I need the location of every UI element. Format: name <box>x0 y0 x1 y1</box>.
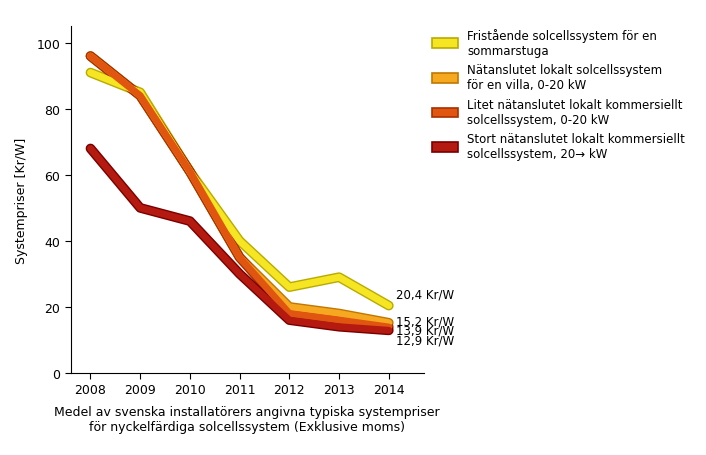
X-axis label: Medel av svenska installatörers angivna typiska systempriser
för nyckelfärdiga s: Medel av svenska installatörers angivna … <box>54 405 440 433</box>
Text: 20,4 Kr/W: 20,4 Kr/W <box>396 288 455 301</box>
Y-axis label: Systempriser [Kr/W]: Systempriser [Kr/W] <box>15 137 28 263</box>
Text: 15,2 Kr/W: 15,2 Kr/W <box>396 315 455 328</box>
Text: 12,9 Kr/W: 12,9 Kr/W <box>396 334 455 346</box>
Legend: Fristående solcellssystem för en
sommarstuga, Nätanslutet lokalt solcellssystem
: Fristående solcellssystem för en sommars… <box>427 24 690 166</box>
Text: 13,9 Kr/W: 13,9 Kr/W <box>396 324 455 337</box>
